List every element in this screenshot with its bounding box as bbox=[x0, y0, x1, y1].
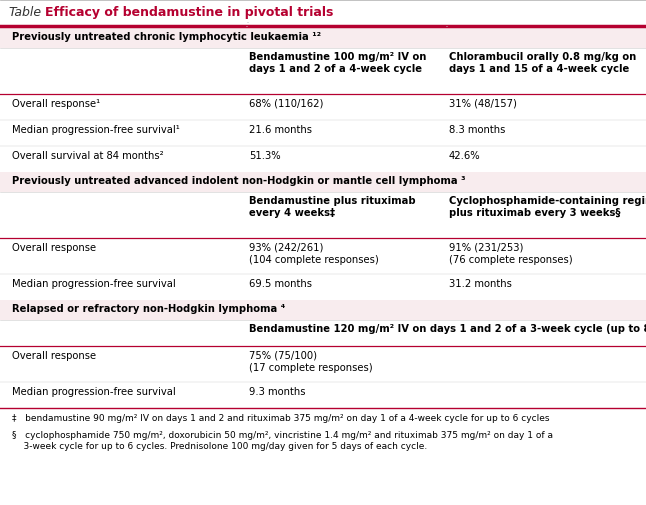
Bar bbox=[0, 172, 646, 192]
Text: 75% (75/100)
(17 complete responses): 75% (75/100) (17 complete responses) bbox=[249, 351, 372, 373]
Text: Overall response¹: Overall response¹ bbox=[12, 99, 99, 109]
Text: Median progression-free survival: Median progression-free survival bbox=[12, 279, 175, 289]
Text: 69.5 months: 69.5 months bbox=[249, 279, 312, 289]
Text: 51.3%: 51.3% bbox=[249, 151, 280, 161]
Text: Bendamustine plus rituximab
every 4 weeks‡: Bendamustine plus rituximab every 4 week… bbox=[249, 196, 415, 218]
Text: 9.3 months: 9.3 months bbox=[249, 387, 305, 397]
Text: Table: Table bbox=[8, 6, 41, 19]
Text: 91% (231/253)
(76 complete responses): 91% (231/253) (76 complete responses) bbox=[449, 243, 572, 265]
Text: 31% (48/157): 31% (48/157) bbox=[449, 99, 517, 109]
Text: Median progression-free survival: Median progression-free survival bbox=[12, 387, 175, 397]
Text: 42.6%: 42.6% bbox=[449, 151, 481, 161]
Text: 8.3 months: 8.3 months bbox=[449, 125, 505, 135]
Text: 68% (110/162): 68% (110/162) bbox=[249, 99, 323, 109]
Bar bbox=[0, 28, 646, 48]
Text: Efficacy of bendamustine in pivotal trials: Efficacy of bendamustine in pivotal tria… bbox=[45, 6, 333, 19]
Text: Bendamustine 100 mg/m² IV on
days 1 and 2 of a 4-week cycle: Bendamustine 100 mg/m² IV on days 1 and … bbox=[249, 52, 426, 74]
Text: 21.6 months: 21.6 months bbox=[249, 125, 312, 135]
Text: 93% (242/261)
(104 complete responses): 93% (242/261) (104 complete responses) bbox=[249, 243, 379, 265]
Text: Overall survival at 84 months²: Overall survival at 84 months² bbox=[12, 151, 163, 161]
Text: ‡   bendamustine 90 mg/m² IV on days 1 and 2 and rituximab 375 mg/m² on day 1 of: ‡ bendamustine 90 mg/m² IV on days 1 and… bbox=[12, 414, 549, 423]
Bar bbox=[0, 300, 646, 320]
Text: Previously untreated chronic lymphocytic leukaemia ¹²: Previously untreated chronic lymphocytic… bbox=[12, 32, 321, 42]
Text: Previously untreated advanced indolent non-Hodgkin or mantle cell lymphoma ³: Previously untreated advanced indolent n… bbox=[12, 176, 465, 186]
Text: §   cyclophosphamide 750 mg/m², doxorubicin 50 mg/m², vincristine 1.4 mg/m² and : § cyclophosphamide 750 mg/m², doxorubici… bbox=[12, 431, 552, 451]
Text: Bendamustine 120 mg/m² IV on days 1 and 2 of a 3-week cycle (up to 8 cycles): Bendamustine 120 mg/m² IV on days 1 and … bbox=[249, 324, 646, 334]
Text: Overall response: Overall response bbox=[12, 243, 96, 253]
Text: Cyclophosphamide-containing regimen
plus rituximab every 3 weeks§: Cyclophosphamide-containing regimen plus… bbox=[449, 196, 646, 218]
Text: Relapsed or refractory non-Hodgkin lymphoma ⁴: Relapsed or refractory non-Hodgkin lymph… bbox=[12, 304, 285, 314]
Text: Chlorambucil orally 0.8 mg/kg on
days 1 and 15 of a 4-week cycle: Chlorambucil orally 0.8 mg/kg on days 1 … bbox=[449, 52, 636, 74]
Text: 31.2 months: 31.2 months bbox=[449, 279, 512, 289]
Text: Overall response: Overall response bbox=[12, 351, 96, 361]
Text: Median progression-free survival¹: Median progression-free survival¹ bbox=[12, 125, 180, 135]
